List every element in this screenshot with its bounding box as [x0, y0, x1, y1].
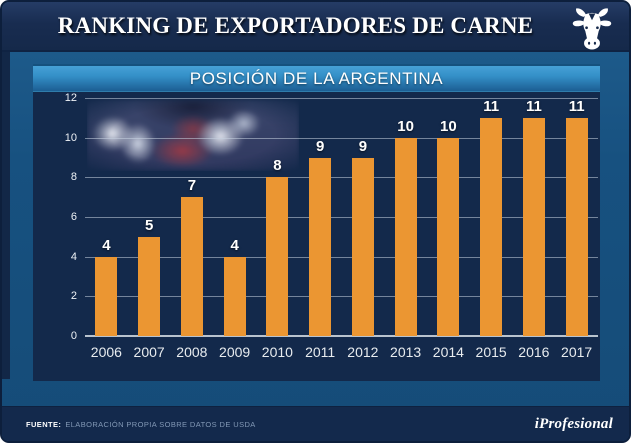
bar-2006: [95, 256, 118, 336]
x-label-2012: 2012: [347, 344, 379, 360]
gridline-8: [85, 177, 598, 179]
x-axis-labels: 2006 2007 2008 2009 2010 2011 2012 2013 2014 2015…: [85, 344, 598, 360]
y-tick-2: 2: [70, 290, 77, 303]
gridline-10: [85, 137, 598, 139]
bar-value-2016: 11: [525, 98, 542, 115]
x-label-2011: 2011: [305, 344, 336, 360]
bar-2007: [138, 236, 161, 336]
source-label: FUENTE:: [26, 419, 62, 429]
y-tick-6: 6: [70, 211, 77, 223]
bar-value-2017: 11: [568, 98, 585, 115]
source-note: FUENTE: ELABORACIÓN PROPIA SOBRE DATOS DE…: [26, 420, 256, 429]
bar-value-2012: 9: [358, 137, 368, 155]
chart-panel: POSICIÓN DE LA ARGENTINA 0 2 4 6 8 10 12 4 5 7 4 8…: [33, 64, 600, 381]
y-axis: 0 2 4 6 8 10 12: [33, 92, 77, 342]
bar-2013: [394, 137, 417, 336]
bar-value-2014: 10: [440, 117, 457, 135]
bar-value-2011: 9: [315, 137, 325, 155]
bar-2011: [309, 157, 332, 336]
bar-value-2009: 4: [230, 236, 239, 254]
bar-2016: [522, 118, 545, 336]
gridline-2: [85, 296, 598, 298]
bar-value-2015: 11: [483, 98, 500, 115]
header-bar: RANKING DE EXPORTADORES DE CARNE: [2, 2, 629, 52]
x-label-2007: 2007: [133, 344, 165, 360]
chart-title: POSICIÓN DE LA ARGENTINA: [189, 68, 444, 88]
bar-slot-2013: 10: [384, 98, 427, 336]
bar-value-2010: 8: [273, 157, 282, 175]
x-label-2017: 2017: [561, 344, 593, 360]
page-title: RANKING DE EXPORTADORES DE CARNE: [57, 13, 534, 38]
bar-2014: [437, 137, 460, 336]
gridline-0: [85, 335, 598, 337]
bars-row: 4 5 7 4 8 9 9 10 10 11 11 11: [85, 98, 598, 336]
plot-grid: [85, 98, 598, 337]
left-shadow-strip: [2, 52, 10, 379]
bar-2012: [351, 157, 374, 336]
bar-2009: [223, 256, 246, 336]
y-tick-4: 4: [70, 250, 77, 263]
bar-slot-2007: 5: [128, 98, 171, 336]
bar-value-2007: 5: [144, 216, 154, 234]
chart-title-bar: POSICIÓN DE LA ARGENTINA: [33, 64, 600, 92]
x-label-2013: 2013: [390, 344, 422, 360]
iprofesional-logo: iProfesional: [534, 415, 613, 432]
bar-slot-2014: 10: [427, 98, 470, 336]
y-tick-10: 10: [64, 131, 77, 144]
bar-2008: [180, 197, 203, 336]
bar-slot-2010: 8: [256, 98, 299, 336]
bar-slot-2008: 7: [171, 98, 214, 336]
bar-2017: [565, 118, 588, 336]
x-label-2006: 2006: [90, 344, 122, 360]
gridline-12: [85, 98, 598, 99]
y-tick-8: 8: [70, 171, 77, 184]
x-label-2010: 2010: [261, 344, 293, 360]
gridline-6: [85, 217, 598, 218]
bar-slot-2006: 4: [85, 98, 128, 336]
x-label-2015: 2015: [475, 344, 507, 360]
bar-value-2006: 4: [102, 236, 111, 254]
bar-slot-2017: 11: [555, 98, 598, 336]
y-tick-12: 12: [64, 92, 77, 104]
x-label-2014: 2014: [432, 344, 464, 360]
bar-slot-2011: 9: [299, 98, 342, 336]
x-label-2008: 2008: [176, 344, 208, 360]
x-label-2016: 2016: [518, 344, 550, 360]
footer-bar: FUENTE: ELABORACIÓN PROPIA SOBRE DATOS DE…: [2, 406, 629, 441]
bar-slot-2015: 11: [470, 98, 513, 336]
bar-value-2013: 10: [397, 117, 414, 135]
bar-value-2008: 7: [187, 177, 197, 195]
bar-2010: [266, 177, 289, 336]
bar-slot-2016: 11: [513, 98, 556, 336]
x-label-2009: 2009: [219, 344, 251, 360]
meat-plant-photo: [87, 99, 299, 171]
bar-2015: [480, 118, 503, 336]
y-tick-0: 0: [70, 330, 77, 342]
plot-region: 0 2 4 6 8 10 12 4 5 7 4 8 9 9 10 10 11 11 11 2006 2007 2008…: [33, 92, 600, 381]
source-text: ELABORACIÓN PROPIA SOBRE DATOS DE USDA: [65, 419, 256, 429]
cow-head-icon: [572, 8, 612, 50]
bar-slot-2012: 9: [342, 98, 385, 336]
gridline-4: [85, 256, 598, 258]
bar-slot-2009: 4: [213, 98, 256, 336]
